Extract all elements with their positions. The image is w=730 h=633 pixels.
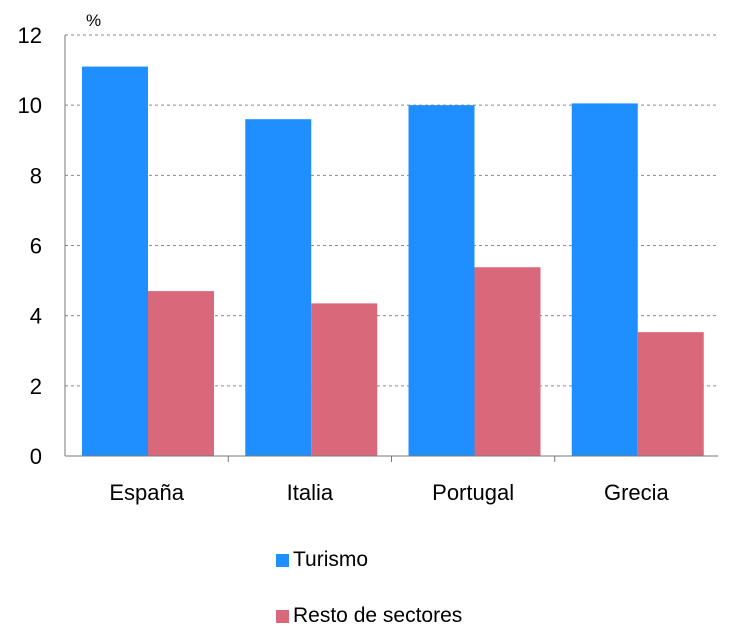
bar-resto-de-sectores-españa [148, 291, 214, 456]
x-category-label: España [109, 480, 184, 505]
bar-resto-de-sectores-portugal [474, 267, 541, 456]
x-category-label: Grecia [604, 480, 670, 505]
bar-turismo-grecia [571, 103, 638, 456]
bar-chart: 0 2 4 6 8 10 12 España Italia Portugal Grecia % [18, 11, 718, 505]
y-tick-label: 8 [30, 163, 42, 188]
y-tick-label: 2 [30, 374, 42, 399]
bar-turismo-españa [82, 66, 148, 456]
legend-label-turismo: Turismo [293, 548, 369, 571]
y-tick-label: 12 [18, 23, 42, 48]
bar-resto-de-sectores-grecia [637, 332, 704, 456]
y-tick-label: 10 [18, 93, 42, 118]
legend-swatch-resto [276, 609, 289, 623]
x-category-label: Italia [287, 480, 334, 505]
y-tick-label: 6 [30, 234, 42, 259]
legend-item-turismo: Turismo [276, 548, 368, 572]
y-axis-unit: % [86, 11, 101, 30]
y-axis-ticks: 0 2 4 6 8 10 12 [18, 23, 42, 469]
y-tick-label: 4 [30, 304, 42, 329]
bar-resto-de-sectores-italia [311, 303, 378, 456]
axes [64, 35, 718, 462]
x-axis-labels: España Italia Portugal Grecia [109, 480, 669, 505]
legend-swatch-turismo [276, 553, 289, 567]
legend-label-resto: Resto de sectores [293, 604, 463, 627]
y-tick-label: 0 [30, 444, 42, 469]
bar-turismo-italia [245, 119, 312, 456]
bar-turismo-portugal [408, 105, 475, 457]
bars [82, 66, 704, 457]
legend-item-resto: Resto de sectores [276, 604, 462, 628]
x-category-label: Portugal [432, 480, 514, 505]
